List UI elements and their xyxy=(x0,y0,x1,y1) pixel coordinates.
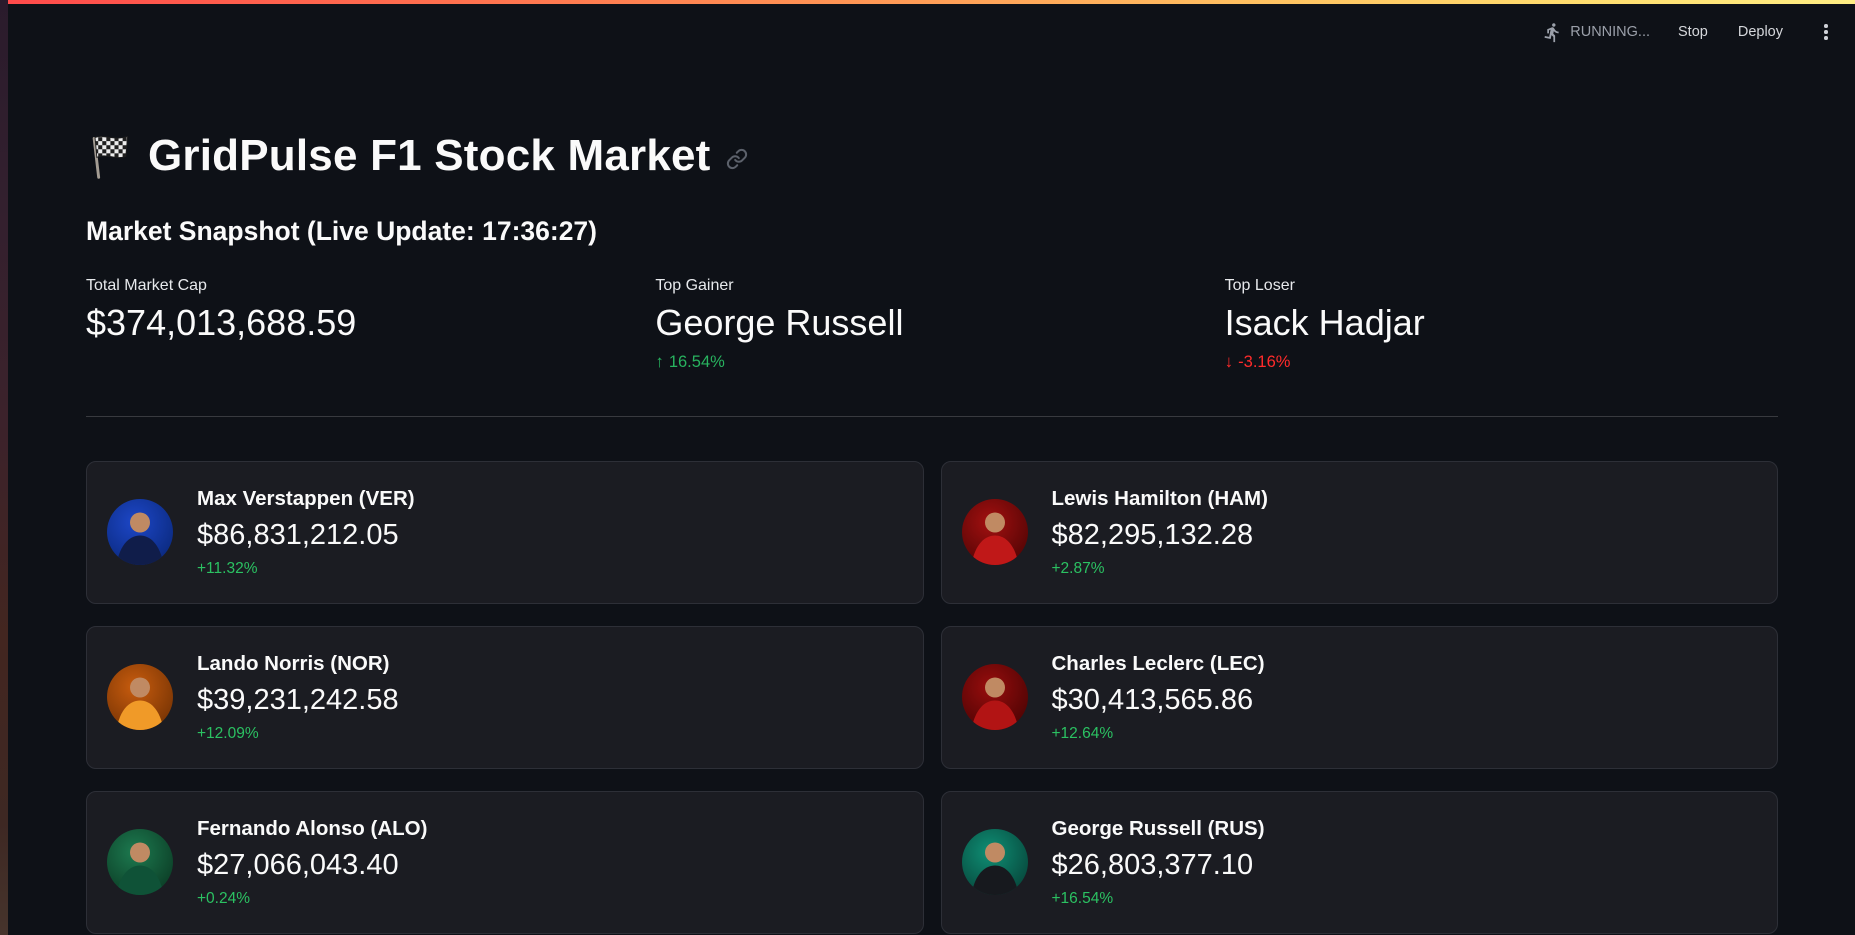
driver-price: $27,066,043.40 xyxy=(197,849,399,881)
driver-change: +12.09% xyxy=(197,725,259,742)
driver-avatar xyxy=(961,664,1028,730)
window-edge-strip xyxy=(0,0,8,935)
kebab-dot xyxy=(1824,30,1828,34)
driver-avatar xyxy=(107,829,173,895)
metric-total-market-cap: Total Market Cap $374,013,688.59 xyxy=(86,275,639,374)
driver-change: +0.24% xyxy=(197,890,251,907)
checkered-flag-icon xyxy=(92,135,129,179)
running-status-label: RUNNING... xyxy=(1570,24,1651,40)
driver-card-text: Fernando Alonso (ALO) $27,066,043.40 +0.… xyxy=(197,814,427,910)
driver-name: Lewis Hamilton (HAM) xyxy=(1051,487,1268,510)
driver-card: Max Verstappen (VER) $86,831,212.05 +11.… xyxy=(86,460,924,604)
metric-label: Top Loser xyxy=(1224,276,1295,294)
driver-price: $26,803,377.10 xyxy=(1051,849,1254,881)
divider xyxy=(86,415,1778,417)
driver-price: $39,231,242.58 xyxy=(197,684,399,716)
overflow-menu-button[interactable] xyxy=(1811,17,1841,47)
metric-delta-value: -3.16% xyxy=(1238,352,1291,371)
driver-change: +11.32% xyxy=(197,560,258,577)
driver-card: Charles Leclerc (LEC) $30,413,565.86 +12… xyxy=(940,625,1778,769)
driver-card-text: Lando Norris (NOR) $39,231,242.58 +12.09… xyxy=(197,649,399,745)
driver-price: $30,413,565.86 xyxy=(1051,684,1254,716)
kebab-dot xyxy=(1824,36,1828,40)
metric-top-loser: Top Loser Isack Hadjar ↓ -3.16% xyxy=(1225,275,1778,374)
driver-avatar xyxy=(107,499,173,565)
driver-change: +16.54% xyxy=(1051,890,1114,907)
driver-name: Fernando Alonso (ALO) xyxy=(197,817,428,840)
driver-change: +12.64% xyxy=(1051,725,1114,742)
driver-card-text: Charles Leclerc (LEC) $30,413,565.86 +12… xyxy=(1052,649,1265,745)
driver-photo-silhouette xyxy=(970,842,1019,895)
driver-price: $86,831,212.05 xyxy=(197,519,399,551)
driver-card: George Russell (RUS) $26,803,377.10 +16.… xyxy=(940,790,1778,934)
metric-label: Total Market Cap xyxy=(86,276,207,294)
driver-card: Lewis Hamilton (HAM) $82,295,132.28 +2.8… xyxy=(940,460,1778,604)
metric-delta-negative: ↓ -3.16% xyxy=(1225,350,1778,374)
arrow-up-icon: ↑ xyxy=(655,352,664,371)
driver-card-text: Max Verstappen (VER) $86,831,212.05 +11.… xyxy=(197,484,415,580)
driver-photo-silhouette xyxy=(116,512,164,565)
main-content: GridPulse F1 Stock Market Market Snapsho… xyxy=(86,96,1778,934)
driver-photo-silhouette xyxy=(970,512,1019,565)
metric-top-gainer: Top Gainer George Russell ↑ 16.54% xyxy=(655,275,1208,374)
driver-avatar xyxy=(107,664,173,730)
driver-card: Lando Norris (NOR) $39,231,242.58 +12.09… xyxy=(86,625,924,769)
driver-card: Fernando Alonso (ALO) $27,066,043.40 +0.… xyxy=(86,790,924,934)
metric-value: $374,013,688.59 xyxy=(86,301,357,343)
driver-card-text: Lewis Hamilton (HAM) $82,295,132.28 +2.8… xyxy=(1052,484,1268,580)
driver-avatar xyxy=(961,499,1028,565)
metric-delta-value: 16.54% xyxy=(668,352,725,371)
app-toolbar: RUNNING... Stop Deploy xyxy=(1542,14,1841,50)
driver-price: $82,295,132.28 xyxy=(1051,519,1254,551)
driver-card-text: George Russell (RUS) $26,803,377.10 +16.… xyxy=(1052,814,1265,910)
kebab-dot xyxy=(1824,24,1828,28)
driver-name: George Russell (RUS) xyxy=(1051,817,1265,840)
metrics-row: Total Market Cap $374,013,688.59 Top Gai… xyxy=(86,275,1778,374)
driver-photo-silhouette xyxy=(116,842,164,895)
arrow-down-icon: ↓ xyxy=(1224,352,1234,371)
metric-value: Isack Hadjar xyxy=(1224,301,1425,343)
metric-value: George Russell xyxy=(655,301,904,343)
snapshot-heading: Market Snapshot (Live Update: 17:36:27) xyxy=(86,216,597,246)
driver-name: Charles Leclerc (LEC) xyxy=(1051,652,1265,675)
driver-name: Max Verstappen (VER) xyxy=(197,487,415,510)
stop-button[interactable]: Stop xyxy=(1676,21,1710,44)
driver-change: +2.87% xyxy=(1051,560,1105,577)
metric-label: Top Gainer xyxy=(655,276,734,294)
driver-avatar xyxy=(961,829,1028,895)
running-status: RUNNING... xyxy=(1542,22,1650,43)
page-title: GridPulse F1 Stock Market xyxy=(148,131,711,180)
deploy-button[interactable]: Deploy xyxy=(1736,21,1785,44)
driver-photo-silhouette xyxy=(116,677,164,730)
anchor-link-icon[interactable] xyxy=(726,148,748,170)
driver-photo-silhouette xyxy=(970,677,1019,730)
decoration-bar xyxy=(8,0,1855,4)
metric-delta-positive: ↑ 16.54% xyxy=(655,350,1208,374)
title-row: GridPulse F1 Stock Market xyxy=(86,130,1778,182)
driver-grid: Max Verstappen (VER) $86,831,212.05 +11.… xyxy=(86,460,1778,934)
running-man-icon xyxy=(1544,22,1559,42)
driver-name: Lando Norris (NOR) xyxy=(197,652,390,675)
